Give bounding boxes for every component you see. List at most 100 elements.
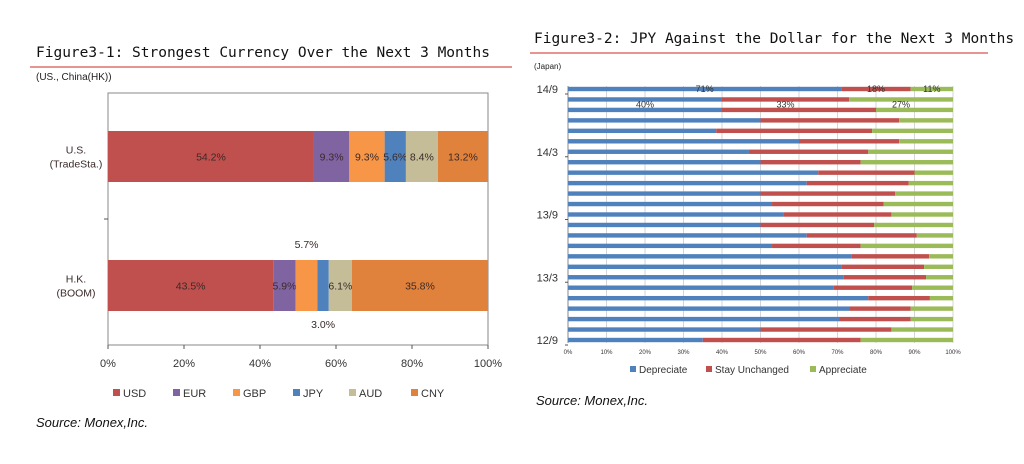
bar-segment-gbp bbox=[349, 131, 385, 182]
bar-segment-appreciate bbox=[910, 316, 953, 322]
bar-segment-stay-unchanged bbox=[806, 180, 909, 186]
bar-segment-eur bbox=[313, 131, 350, 182]
bar-segment-stay-unchanged bbox=[806, 233, 917, 238]
right-chart: 14/9 14/3 13/9 13/3 12/9 71% 18% 11% 40% 33% 27% 0%… bbox=[537, 84, 962, 376]
bar-segment-depreciate bbox=[568, 264, 842, 269]
bar-segment-depreciate bbox=[568, 295, 869, 301]
bar-segment-depreciate bbox=[568, 97, 722, 102]
left-title: Figure3-1: Strongest Currency Over the N… bbox=[36, 45, 490, 61]
legend-swatch-aud bbox=[349, 389, 356, 396]
data-label: 5.9% bbox=[273, 281, 297, 293]
bar-segment-appreciate bbox=[891, 212, 953, 217]
left-source: Source: Monex,Inc. bbox=[36, 415, 148, 430]
bar-segment-usd bbox=[108, 260, 274, 311]
bar-segment-stay-unchanged bbox=[716, 128, 873, 134]
bar-segment-stay-unchanged bbox=[748, 149, 869, 154]
data-label: 5.7% bbox=[295, 239, 319, 251]
bar-segment-stay-unchanged bbox=[722, 97, 850, 102]
bar-segment-appreciate bbox=[891, 327, 953, 332]
bar-segment-depreciate bbox=[568, 233, 807, 238]
bar-segment-depreciate bbox=[568, 86, 842, 92]
legend-label: Depreciate bbox=[639, 365, 688, 376]
bar-segment-appreciate bbox=[876, 107, 953, 113]
bar-segment-stay-unchanged bbox=[760, 222, 875, 228]
bar-segment-stay-unchanged bbox=[843, 275, 927, 280]
x-tick-label: 100% bbox=[474, 358, 502, 370]
data-label: 18% bbox=[867, 84, 885, 94]
left-chart: U.S. (TradeSta.) 54.2% 9.3% 9.3% 5.6% 8.4% 13.2… bbox=[50, 92, 502, 400]
category-label: U.S. bbox=[66, 145, 86, 157]
x-tick-label: 90% bbox=[908, 350, 921, 356]
bar-segment-depreciate bbox=[568, 316, 840, 322]
bar-segment-appreciate bbox=[929, 295, 953, 301]
data-label: 5.6% bbox=[383, 152, 407, 164]
right-subtitle: (Japan) bbox=[534, 62, 561, 71]
legend-swatch-gbp bbox=[233, 389, 240, 396]
bar-segment-stay-unchanged bbox=[772, 243, 861, 249]
bar-segment-appreciate bbox=[899, 139, 953, 144]
bar-segment-stay-unchanged bbox=[760, 160, 861, 165]
bar-segment-depreciate bbox=[568, 118, 761, 123]
bar-segment-appreciate bbox=[860, 243, 953, 249]
legend-label: GBP bbox=[243, 388, 266, 400]
data-label: 27% bbox=[892, 99, 910, 109]
bar-segment-depreciate bbox=[568, 337, 703, 343]
bar-segment-stay-unchanged bbox=[760, 327, 892, 332]
category-label: 14/9 bbox=[537, 84, 558, 96]
bar-segment-depreciate bbox=[568, 275, 844, 280]
bar-segment-appreciate bbox=[926, 275, 953, 280]
legend-label: Appreciate bbox=[819, 365, 867, 376]
data-label: 6.1% bbox=[328, 281, 352, 293]
bar-segment-appreciate bbox=[910, 86, 953, 92]
bar-segment-depreciate bbox=[568, 201, 773, 207]
bar-segment-appreciate bbox=[860, 160, 953, 165]
data-label: 54.2% bbox=[196, 152, 226, 164]
data-label: 71% bbox=[696, 84, 714, 94]
bar-segment-stay-unchanged bbox=[841, 264, 925, 269]
legend-swatch-depreciate bbox=[630, 366, 636, 372]
bar-segment-depreciate bbox=[568, 306, 850, 311]
bar-segment-depreciate bbox=[568, 170, 819, 175]
x-tick-label: 100% bbox=[945, 350, 961, 356]
x-tick-label: 20% bbox=[173, 358, 195, 370]
x-tick-label: 80% bbox=[401, 358, 423, 370]
legend-swatch-stay-unchanged bbox=[706, 366, 712, 372]
bar-segment-stay-unchanged bbox=[849, 306, 911, 311]
bar-segment-stay-unchanged bbox=[722, 107, 876, 113]
bar-segment-stay-unchanged bbox=[818, 170, 915, 175]
category-label: 13/9 bbox=[537, 210, 558, 222]
bar-segment-appreciate bbox=[912, 285, 953, 290]
x-tick-label: 40% bbox=[249, 358, 271, 370]
bar-segment-cny bbox=[437, 131, 488, 182]
legend-swatch-usd bbox=[113, 389, 120, 396]
data-label: 9.3% bbox=[355, 152, 379, 164]
bar-segment-appreciate bbox=[908, 180, 953, 186]
bar-segment-jpy bbox=[317, 260, 329, 311]
data-label: 33% bbox=[777, 99, 795, 109]
bar-segment-stay-unchanged bbox=[841, 86, 911, 92]
x-tick-label: 40% bbox=[716, 350, 729, 356]
legend-swatch-jpy bbox=[293, 389, 300, 396]
right-title: Figure3-2: JPY Against the Dollar for th… bbox=[534, 31, 1014, 47]
bar-segment-depreciate bbox=[568, 139, 799, 144]
x-tick-label: 30% bbox=[677, 350, 690, 356]
bar-segment-stay-unchanged bbox=[799, 139, 900, 144]
bar-segment-stay-unchanged bbox=[868, 295, 930, 301]
bar-segment-appreciate bbox=[872, 128, 953, 134]
bar-segment-depreciate bbox=[568, 285, 834, 290]
bar-segment-stay-unchanged bbox=[702, 337, 861, 343]
bar-segment-aud bbox=[328, 260, 352, 311]
bar-segment-appreciate bbox=[895, 191, 953, 196]
bar-segment-appreciate bbox=[860, 337, 953, 343]
bar-segment-appreciate bbox=[914, 170, 953, 175]
x-tick-label: 0% bbox=[564, 350, 573, 356]
bar-segment-depreciate bbox=[568, 191, 761, 196]
bar-segment-appreciate bbox=[874, 222, 953, 228]
data-label: 35.8% bbox=[405, 281, 435, 293]
bar-segment-stay-unchanged bbox=[772, 201, 884, 207]
bar-segment-depreciate bbox=[568, 327, 761, 332]
category-label: 13/3 bbox=[537, 272, 558, 284]
bar-segment-appreciate bbox=[924, 264, 953, 269]
bar-segment-depreciate bbox=[568, 180, 807, 186]
